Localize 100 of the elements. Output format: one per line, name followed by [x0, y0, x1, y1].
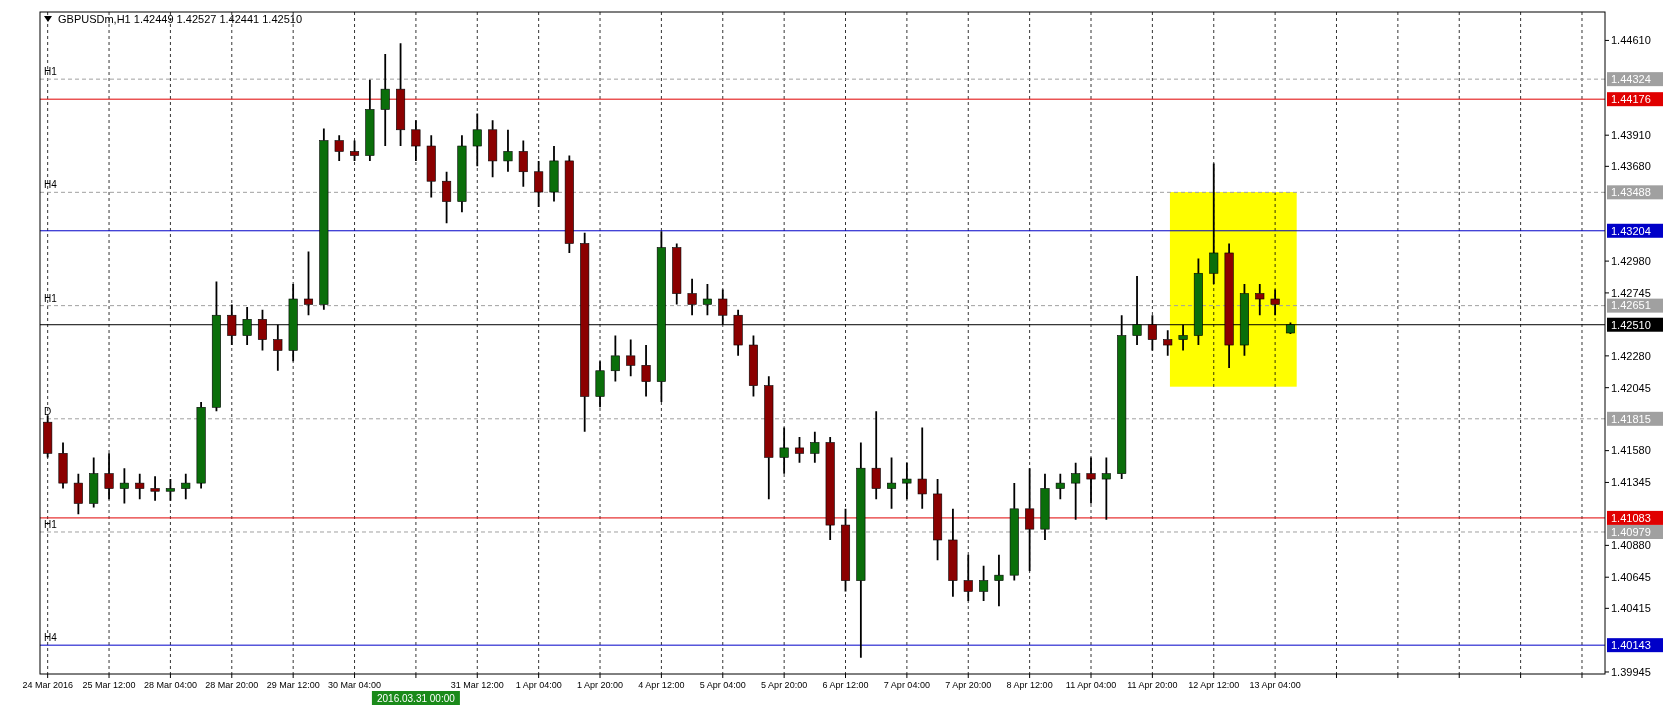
candlestick — [334, 134, 344, 162]
candlestick — [165, 478, 175, 502]
candlestick — [1071, 461, 1081, 521]
x-tick-label: 25 Mar 12:00 — [82, 680, 136, 690]
annotation: H1 — [44, 292, 58, 304]
ref-line-label: 1.43204 — [1611, 224, 1651, 237]
candlestick — [503, 128, 513, 173]
x-tick-label: 13 Apr 04:00 — [1249, 680, 1301, 690]
ref-line-label: 1.42510 — [1611, 318, 1651, 331]
x-tick-label: 29 Mar 12:00 — [266, 680, 320, 690]
x-tick-label: 6 Apr 12:00 — [822, 680, 869, 690]
candlestick — [1163, 329, 1173, 357]
candlestick — [810, 430, 820, 464]
candlestick — [933, 478, 943, 562]
candlestick — [380, 53, 390, 147]
candlestick — [150, 475, 160, 502]
candlestick — [994, 553, 1004, 608]
x-tick-label: 7 Apr 04:00 — [883, 680, 930, 690]
candlestick — [396, 42, 406, 147]
candlestick — [472, 112, 482, 168]
candlestick — [887, 456, 897, 510]
candlestick — [488, 119, 498, 179]
candlestick — [319, 127, 329, 311]
y-tick-label: 1.44610 — [1611, 34, 1651, 47]
x-tick-label: 1 Apr 04:00 — [515, 680, 562, 690]
candlestick — [610, 334, 620, 383]
x-tick-label: 12 Apr 12:00 — [1188, 680, 1240, 690]
y-tick-label: 1.42045 — [1611, 381, 1651, 394]
x-tick-label: 5 Apr 20:00 — [761, 680, 808, 690]
candlestick — [518, 139, 528, 188]
candlestick — [181, 472, 191, 501]
candlestick — [534, 160, 544, 208]
y-tick-label: 1.41345 — [1611, 476, 1651, 489]
candlestick — [917, 426, 927, 510]
annotation: H4 — [44, 179, 58, 191]
x-tick-label: 11 Apr 20:00 — [1127, 680, 1178, 690]
candlestick — [1040, 472, 1050, 541]
candlestick — [73, 472, 83, 516]
candlestick — [702, 283, 712, 317]
candlestick — [564, 154, 574, 254]
y-tick-label: 1.42745 — [1611, 286, 1651, 299]
candlestick — [1009, 482, 1019, 582]
candlestick — [549, 145, 559, 203]
candlestick — [748, 334, 758, 398]
candlestick — [794, 436, 804, 464]
candlestick — [135, 472, 145, 501]
candlestick — [1055, 472, 1065, 501]
candlestick — [426, 134, 436, 199]
candlestick — [871, 410, 881, 501]
candlestick — [856, 441, 866, 659]
chart-title: GBPUSDm,H1 1.42449 1.42527 1.42441 1.42510 — [58, 13, 303, 25]
candlestick — [119, 467, 129, 505]
ref-line-label: 1.40979 — [1611, 525, 1651, 538]
candlestick — [979, 564, 989, 602]
x-tick-label: 24 Mar 2016 — [22, 680, 73, 690]
candlestick — [89, 456, 99, 509]
candlestick — [948, 507, 958, 598]
ref-line-label: 1.41083 — [1611, 511, 1651, 524]
annotation: H1 — [44, 66, 58, 78]
x-tick-label: 11 Apr 04:00 — [1065, 680, 1117, 690]
x-tick-label: 30 Mar 04:00 — [328, 680, 382, 690]
annotation: D — [44, 405, 52, 417]
candlestick — [841, 507, 851, 593]
ref-line-label: 1.44176 — [1611, 93, 1651, 106]
candlestick — [365, 78, 375, 162]
candlestick — [442, 170, 452, 225]
candlestick — [58, 441, 68, 490]
y-tick-label: 1.42980 — [1611, 254, 1651, 267]
x-tick-label: 28 Mar 04:00 — [143, 680, 197, 690]
candlestick — [825, 436, 835, 541]
y-tick-label: 1.43680 — [1611, 160, 1651, 173]
candlestick — [1101, 456, 1111, 521]
candlestick — [1255, 283, 1265, 317]
x-tick-label: 5 Apr 04:00 — [699, 680, 746, 690]
x-tick-label: 1 Apr 20:00 — [577, 680, 624, 690]
ref-line-label: 1.41815 — [1611, 412, 1651, 425]
candlestick — [196, 400, 206, 490]
ref-line-label: 1.43488 — [1611, 186, 1651, 199]
text: 2016.03.31 00:00 — [376, 693, 456, 704]
x-tick-label: 8 Apr 12:00 — [1006, 680, 1053, 690]
y-tick-label: 1.43910 — [1611, 129, 1651, 142]
x-tick-label: 28 Mar 20:00 — [205, 680, 259, 690]
candlestick — [764, 375, 774, 501]
y-tick-label: 1.40415 — [1611, 602, 1651, 615]
ref-line-label: 1.44324 — [1611, 73, 1651, 85]
y-tick-label: 1.41580 — [1611, 444, 1651, 457]
x-tick-label: 31 Mar 12:00 — [450, 680, 504, 690]
candlestick — [641, 344, 651, 398]
candlestick — [626, 338, 636, 378]
ref-line-label: 1.42651 — [1611, 299, 1651, 312]
x-tick-label: 7 Apr 20:00 — [945, 680, 992, 690]
ref-line-label: 1.40143 — [1611, 639, 1651, 652]
y-tick-label: 1.40645 — [1611, 571, 1651, 584]
x-tick-label: 4 Apr 12:00 — [638, 680, 685, 690]
candlestick — [687, 277, 697, 317]
y-tick-label: 1.40880 — [1611, 539, 1651, 552]
y-tick-label: 1.39945 — [1611, 665, 1651, 678]
candlestick — [303, 250, 314, 317]
annotation: H1 — [44, 518, 58, 530]
y-tick-label: 1.42280 — [1611, 349, 1651, 362]
